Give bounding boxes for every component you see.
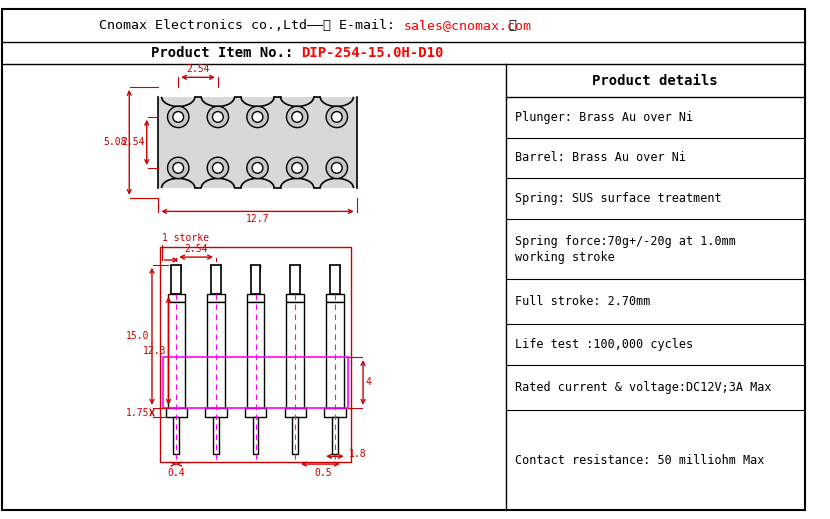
Circle shape xyxy=(208,106,228,128)
Circle shape xyxy=(168,106,189,128)
Circle shape xyxy=(331,112,342,122)
Bar xyxy=(325,408,345,417)
Bar xyxy=(168,302,185,408)
Text: Rated current & voltage:DC12V;3A Max: Rated current & voltage:DC12V;3A Max xyxy=(515,381,772,394)
Text: Plunger: Brass Au over Ni: Plunger: Brass Au over Ni xyxy=(515,111,693,124)
Text: 12.3: 12.3 xyxy=(143,346,167,356)
Text: 0.5: 0.5 xyxy=(314,468,332,478)
Bar xyxy=(205,408,227,417)
Circle shape xyxy=(292,162,302,173)
Bar xyxy=(332,417,338,454)
Bar xyxy=(286,294,304,302)
Bar xyxy=(173,417,179,454)
Bar xyxy=(326,294,344,302)
Circle shape xyxy=(326,157,348,179)
Text: DIP-254-15.0H-D10: DIP-254-15.0H-D10 xyxy=(301,46,443,60)
Text: Contact resistance: 50 milliohm Max: Contact resistance: 50 milliohm Max xyxy=(515,454,764,467)
Text: 1.8: 1.8 xyxy=(349,449,366,459)
Text: Full stroke: 2.70mm: Full stroke: 2.70mm xyxy=(515,295,651,308)
Circle shape xyxy=(173,162,183,173)
Text: working stroke: working stroke xyxy=(515,251,615,264)
Text: Cnomax Electronics co.,Ltd——（ E-mail:: Cnomax Electronics co.,Ltd——（ E-mail: xyxy=(100,19,403,32)
Text: 5.08: 5.08 xyxy=(103,138,126,147)
Circle shape xyxy=(212,162,223,173)
Bar xyxy=(208,302,225,408)
Bar xyxy=(251,265,261,294)
Bar xyxy=(252,417,258,454)
Text: 2.54: 2.54 xyxy=(186,64,210,74)
Bar xyxy=(213,417,219,454)
Text: 2.54: 2.54 xyxy=(121,138,144,147)
Bar xyxy=(159,97,357,188)
Text: 4: 4 xyxy=(366,377,372,387)
Circle shape xyxy=(326,106,348,128)
Circle shape xyxy=(247,106,268,128)
Circle shape xyxy=(208,157,228,179)
Bar xyxy=(247,294,264,302)
Circle shape xyxy=(212,112,223,122)
Bar xyxy=(292,417,298,454)
Bar xyxy=(286,302,304,408)
Circle shape xyxy=(252,162,263,173)
Bar xyxy=(208,294,225,302)
Bar xyxy=(330,265,339,294)
Text: ）: ） xyxy=(508,19,516,32)
Circle shape xyxy=(168,157,189,179)
Text: 12.7: 12.7 xyxy=(246,214,269,224)
Text: Spring force:70g+/-20g at 1.0mm: Spring force:70g+/-20g at 1.0mm xyxy=(515,235,736,248)
Bar xyxy=(159,248,351,462)
Bar xyxy=(168,294,185,302)
Circle shape xyxy=(292,112,302,122)
Text: Spring: SUS surface treatment: Spring: SUS surface treatment xyxy=(515,192,721,205)
Circle shape xyxy=(286,157,308,179)
Text: 15.0: 15.0 xyxy=(125,331,149,342)
Text: 1 storke: 1 storke xyxy=(162,234,208,243)
Bar xyxy=(245,408,266,417)
Text: sales@cnomax.com: sales@cnomax.com xyxy=(403,19,531,32)
Bar xyxy=(211,265,221,294)
Bar xyxy=(326,302,344,408)
Bar xyxy=(247,302,264,408)
Text: 0.4: 0.4 xyxy=(168,468,185,478)
Bar xyxy=(166,408,187,417)
Bar xyxy=(290,265,300,294)
Text: Product Item No.:: Product Item No.: xyxy=(150,46,301,60)
Circle shape xyxy=(247,157,268,179)
Text: Barrel: Brass Au over Ni: Barrel: Brass Au over Ni xyxy=(515,152,686,165)
Text: 2.54: 2.54 xyxy=(184,244,208,254)
Bar xyxy=(172,265,181,294)
Circle shape xyxy=(173,112,183,122)
Text: 1.75: 1.75 xyxy=(125,407,149,418)
Circle shape xyxy=(331,162,342,173)
Bar xyxy=(285,408,306,417)
Circle shape xyxy=(286,106,308,128)
Text: Life test :100,000 cycles: Life test :100,000 cycles xyxy=(515,338,693,351)
Text: Product details: Product details xyxy=(592,74,718,88)
Circle shape xyxy=(252,112,263,122)
Bar xyxy=(163,357,349,408)
